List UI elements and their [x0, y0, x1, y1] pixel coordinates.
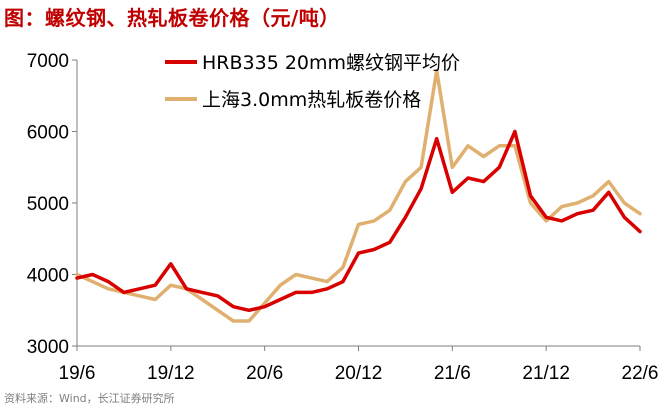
- x-tick-label: 19/12: [147, 363, 195, 384]
- y-tick-label: 5000: [27, 194, 69, 215]
- series-line-1: [75, 129, 642, 313]
- chart-source: 资料来源：Wind，长江证券研究所: [4, 392, 175, 405]
- series-lines: [75, 68, 642, 323]
- x-tick-label: 21/6: [434, 363, 471, 384]
- y-tick-label: 3000: [27, 337, 69, 358]
- series-line-2: [75, 68, 642, 323]
- x-tick-label: 20/6: [246, 363, 283, 384]
- x-tick-label: 20/12: [335, 363, 383, 384]
- y-tick-label: 4000: [27, 266, 69, 287]
- legend-label-1: HRB335 20mm螺纹钢平均价: [202, 52, 460, 74]
- y-tick-label: 6000: [27, 123, 69, 144]
- line-chart: 3000 4000 5000 6000 7000 19/6 19/12 20/6 20/12 21…: [27, 51, 659, 384]
- x-tick-label: 21/12: [522, 363, 570, 384]
- axes: 3000 4000 5000 6000 7000 19/6 19/12 20/6 20/12 21…: [27, 51, 659, 384]
- x-tick-label: 22/6: [622, 363, 659, 384]
- chart-title: 图：螺纹钢、热轧板卷价格（元/吨）: [4, 6, 340, 30]
- x-tick-label: 19/6: [59, 363, 96, 384]
- legend-label-2: 上海3.0mm热轧板卷价格: [202, 89, 421, 111]
- y-tick-label: 7000: [27, 51, 69, 72]
